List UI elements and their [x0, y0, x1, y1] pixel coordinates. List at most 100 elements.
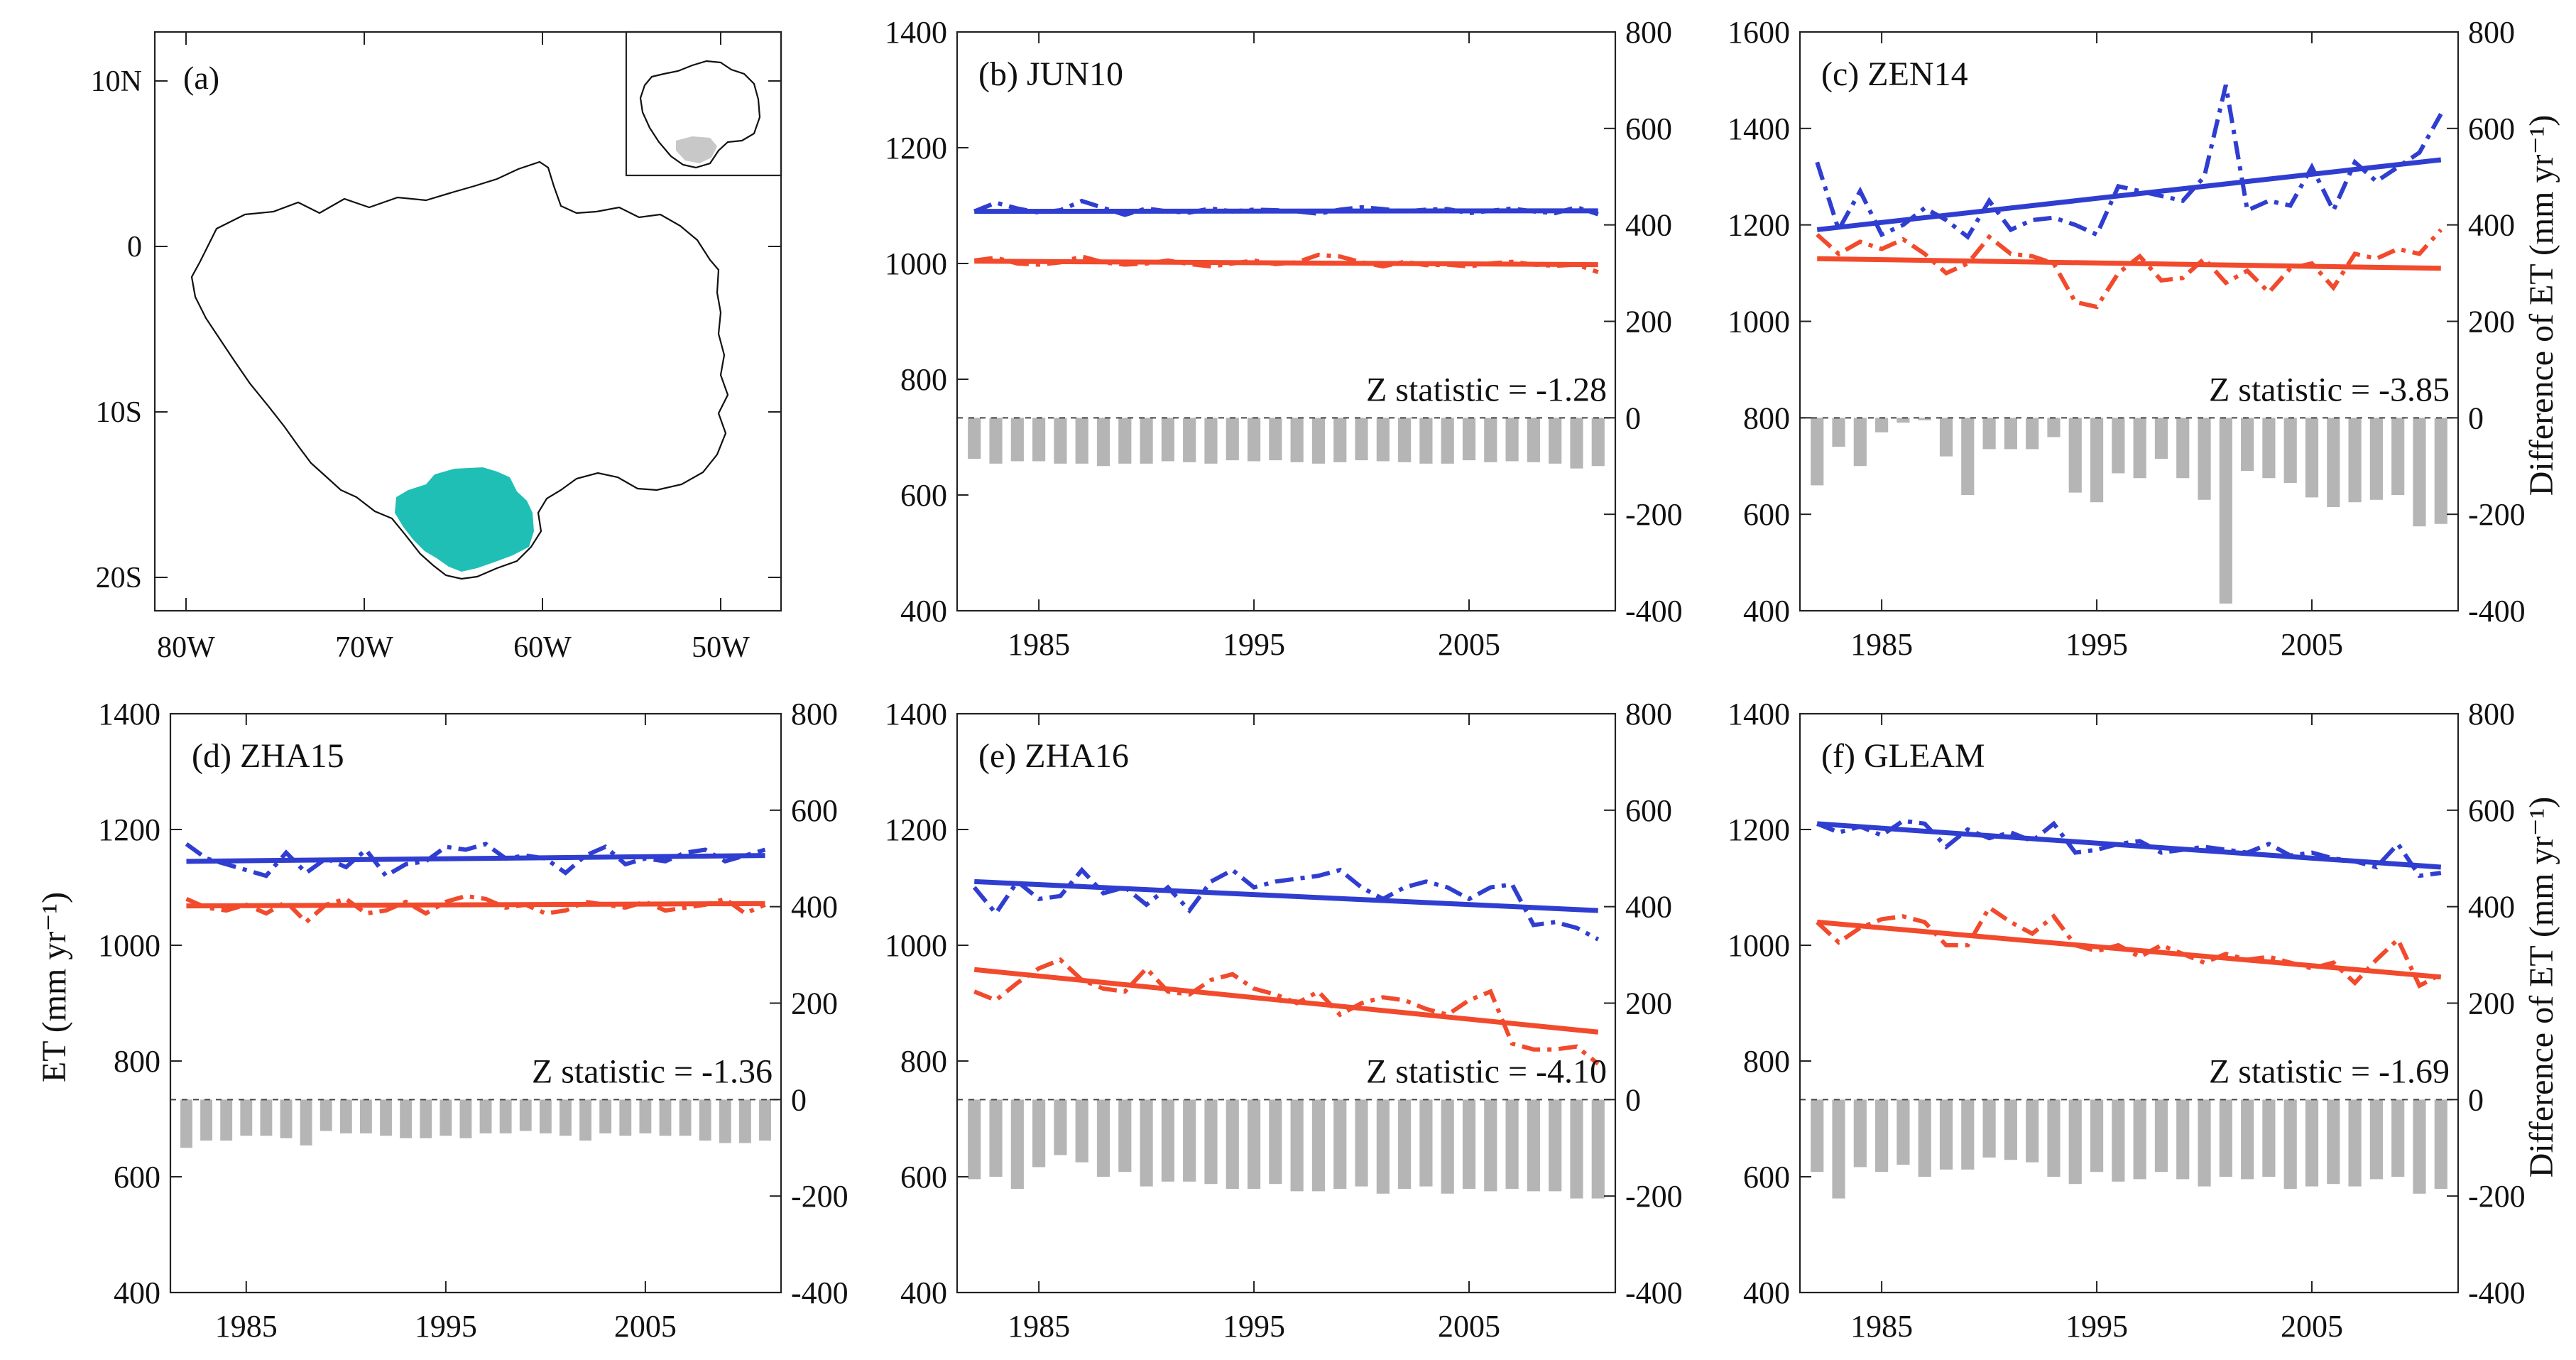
y-tick-label: 800 [1743, 401, 1790, 435]
difference-bar [420, 1099, 432, 1138]
difference-bar [2068, 418, 2082, 493]
y2-tick-label: 200 [791, 986, 838, 1021]
series-red-line [1816, 904, 2443, 989]
y-tick-label: 1200 [1728, 812, 1790, 847]
difference-bar [1811, 418, 1824, 486]
plot-frame [1799, 712, 2460, 1294]
difference-bar [2413, 418, 2426, 527]
difference-bar [2369, 1099, 2383, 1180]
difference-bar [459, 1099, 472, 1138]
difference-bar [260, 1099, 273, 1136]
x-tick-label: 2005 [614, 1309, 677, 1344]
y2-tick-label: 0 [1625, 401, 1641, 435]
difference-bar [2241, 418, 2254, 472]
difference-bar [619, 1099, 632, 1136]
plot-frame [956, 31, 1617, 612]
lat-tick-label: 10S [96, 396, 142, 429]
y-tick-label: 1400 [885, 15, 947, 50]
difference-bar [1591, 1099, 1605, 1199]
x-tick-label: 1995 [1223, 1309, 1285, 1344]
difference-bar [1096, 1099, 1110, 1177]
difference-bar [579, 1099, 592, 1141]
y2-tick-label: 800 [1625, 15, 1672, 50]
difference-bar [679, 1099, 692, 1136]
difference-bar [1939, 1099, 1953, 1170]
map-panel: 10N 0 10S 20S 80W 70W 60W 50W (a) [91, 31, 782, 664]
difference-bar [1269, 1099, 1282, 1185]
z-statistic-label: Z statistic = -4.10 [1366, 1052, 1607, 1090]
difference-bar [2198, 1099, 2211, 1187]
difference-bar [2154, 1099, 2168, 1173]
difference-bar [539, 1099, 552, 1133]
lon-tick-label: 50W [692, 631, 750, 664]
difference-bar [2283, 418, 2297, 484]
x-tick-label: 2005 [1438, 627, 1500, 662]
y2-tick-label: 200 [2468, 986, 2515, 1021]
difference-bar [1183, 1099, 1196, 1182]
difference-bar [1226, 1099, 1239, 1189]
y-tick-label: 400 [1743, 594, 1790, 629]
x-tick-label: 2005 [2281, 1309, 2343, 1344]
difference-bar [1419, 1099, 1433, 1187]
series-red-trend [974, 259, 1598, 268]
difference-bar [1032, 1099, 1046, 1168]
difference-bar [2090, 418, 2104, 503]
y2-tick-label: 800 [2468, 697, 2515, 731]
difference-bar [2026, 418, 2039, 450]
plot-frame [169, 712, 782, 1294]
difference-bar [1961, 418, 1975, 495]
x-tick-label: 1995 [1223, 627, 1285, 662]
difference-bar [1398, 418, 1412, 462]
y2-tick-label: -400 [2468, 594, 2526, 629]
difference-bar [1161, 418, 1174, 462]
difference-bar [2047, 418, 2061, 437]
difference-bar [1118, 1099, 1132, 1173]
lon-tick-label: 60W [513, 631, 572, 664]
difference-bar [1355, 418, 1368, 461]
difference-bar [1290, 1099, 1304, 1192]
difference-bar [220, 1099, 233, 1141]
difference-bar [1505, 1099, 1519, 1189]
chart-panel-e: 400 600 800 1000 1200 1400 -400 -200 0 200 400 600 8… [885, 697, 1683, 1344]
chart-panel-b: 400 600 800 1000 1200 1400 -400 -200 0 200 400 600 8… [885, 15, 1683, 662]
y-tick-label: 1400 [885, 697, 947, 731]
difference-bar [2004, 418, 2017, 450]
difference-bar [380, 1099, 392, 1136]
lat-tick-label: 10N [91, 65, 142, 98]
chart-panel-c: 400 600 800 1000 1200 1400 1600 -400 -200 0 200 400… [1728, 15, 2526, 662]
panel-title: (b) JUN10 [978, 55, 1123, 93]
y2-tick-label: 0 [2468, 401, 2484, 435]
difference-bar [1939, 418, 1953, 457]
difference-bar [1484, 1099, 1497, 1192]
panel-title: (f) GLEAM [1821, 737, 1985, 775]
difference-bar [2090, 1099, 2104, 1173]
difference-bar [719, 1099, 731, 1143]
y-tick-label: 400 [1743, 1275, 1790, 1310]
series-blue-line [185, 842, 766, 879]
difference-bar [1484, 418, 1497, 462]
difference-bar [1333, 418, 1347, 462]
difference-bar [2068, 1099, 2082, 1185]
difference-bar [1376, 418, 1390, 462]
y-tick-label: 600 [114, 1160, 160, 1195]
difference-bar [280, 1099, 293, 1138]
difference-bar [2305, 418, 2319, 498]
y-tick-label: 1000 [885, 928, 947, 963]
y-tick-label: 800 [1743, 1044, 1790, 1079]
difference-bar [2241, 1099, 2254, 1180]
x-tick-label: 1985 [1850, 1309, 1913, 1344]
y-tick-label: 1200 [98, 812, 160, 847]
series-blue-trend [1816, 157, 2442, 232]
difference-bar [1247, 1099, 1261, 1189]
y-tick-label: 800 [114, 1044, 160, 1079]
y2-tick-label: 400 [1625, 208, 1672, 243]
difference-bar [339, 1099, 352, 1133]
difference-bar [2112, 1099, 2125, 1182]
difference-bar [499, 1099, 512, 1133]
difference-bar [1247, 418, 1261, 462]
difference-bar [1462, 418, 1476, 461]
y-tick-label: 1000 [98, 928, 160, 963]
y2-tick-label: -200 [791, 1179, 848, 1214]
difference-bar [2176, 1099, 2190, 1180]
